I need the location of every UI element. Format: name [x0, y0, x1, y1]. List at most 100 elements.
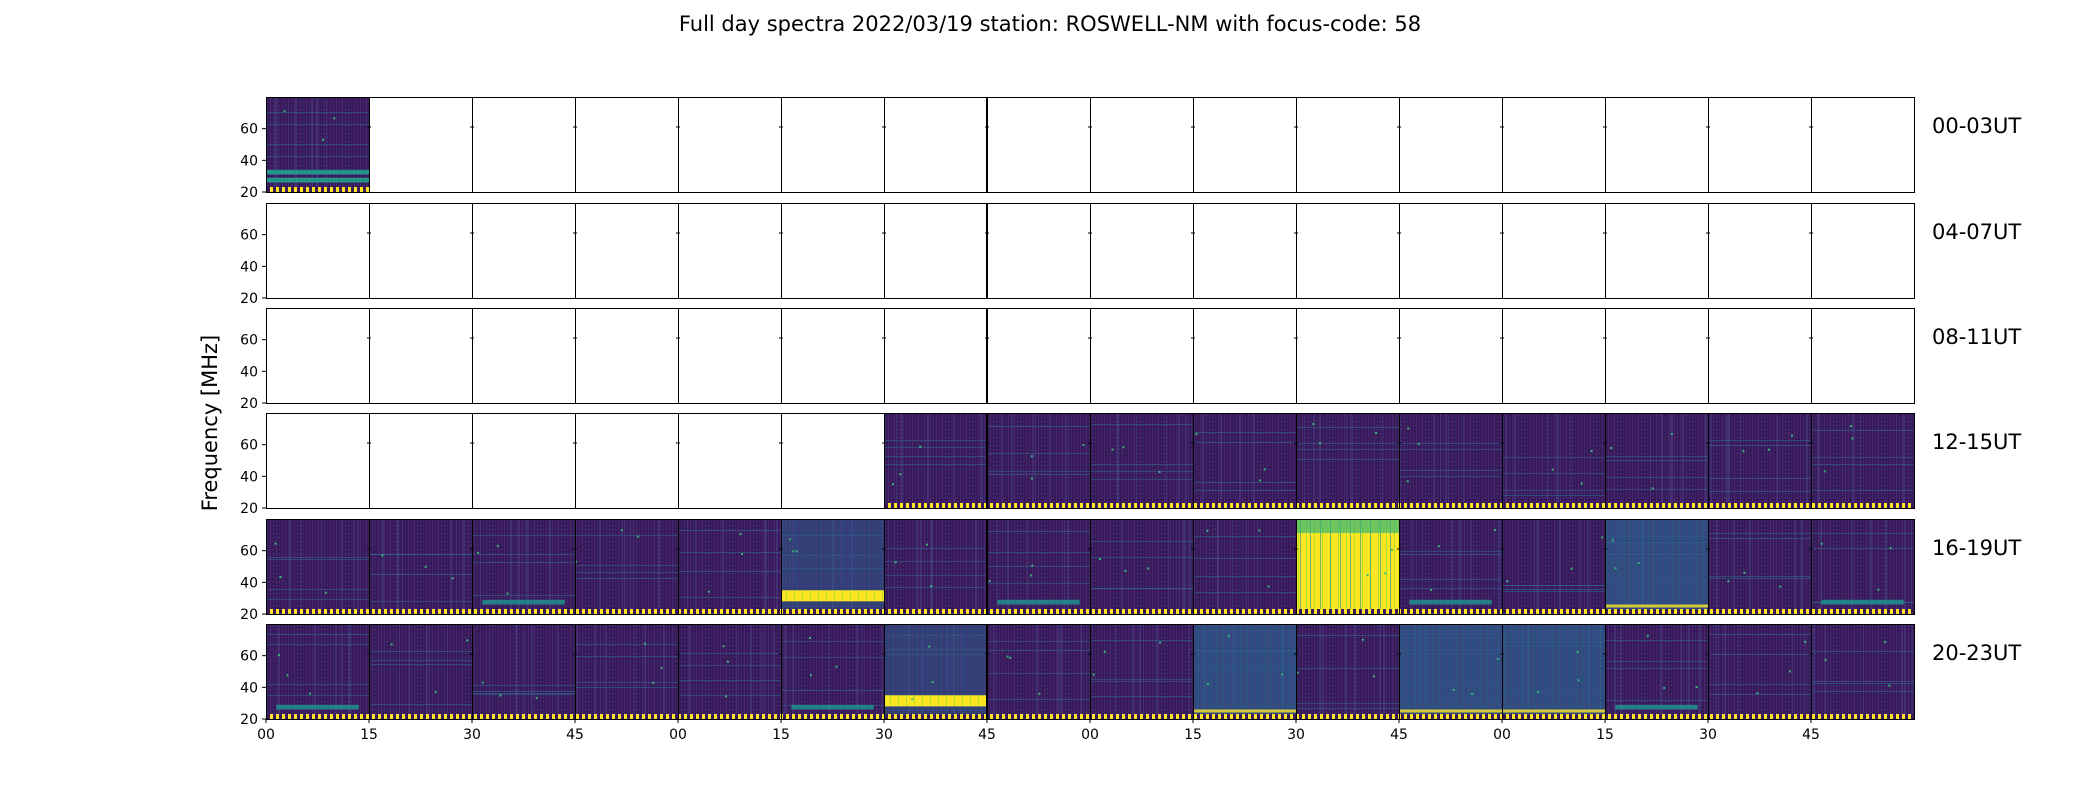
- spectrogram-baseline: [472, 714, 575, 719]
- row-00-03UT: 20 40 60 00-03UT: [240, 97, 2021, 201]
- spectrogram-line: [678, 665, 781, 666]
- spectrogram-line: [1090, 557, 1193, 558]
- spectrogram-line: [884, 456, 987, 457]
- row-12-15UT: 20 40 60 12-15UT: [240, 413, 2021, 517]
- y-tick-label: 40: [240, 153, 258, 169]
- spectrogram-baseline: [1811, 609, 1914, 614]
- spectrogram-baseline: [1708, 503, 1811, 508]
- panel-frame: [1399, 308, 1503, 404]
- spectrogram-speck: [274, 542, 277, 545]
- spectrogram-line: [1502, 490, 1605, 491]
- spectrogram-baseline: [1296, 503, 1399, 508]
- spectrogram-baseline: [1090, 609, 1193, 614]
- spectrogram-speck: [1823, 470, 1826, 473]
- spectrogram-baseline: [987, 609, 1090, 614]
- spectrogram-line: [678, 552, 781, 553]
- spectrogram-fill: [1502, 413, 1605, 508]
- spectrogram-line: [1708, 694, 1811, 695]
- spectrogram-speck: [1373, 675, 1376, 678]
- spectrogram-line: [1193, 482, 1296, 483]
- spectrogram-baseline: [1605, 714, 1708, 719]
- spectrogram-line: [266, 156, 369, 157]
- spectrogram-speck: [1612, 539, 1615, 542]
- spectrogram-speck: [1092, 673, 1095, 676]
- spectrogram-line: [1708, 445, 1811, 446]
- x-tick-label: 15: [1596, 727, 1614, 743]
- spectrogram-streak: [1451, 519, 1453, 614]
- spectrogram-baseline: [884, 714, 987, 719]
- y-tick-label: 60: [240, 649, 258, 665]
- spectrogram-streak: [1117, 413, 1119, 508]
- spectrogram-streak: [489, 624, 490, 719]
- panel: [1088, 413, 1194, 509]
- panel: [1191, 308, 1297, 404]
- spectrogram-line: [1708, 478, 1811, 479]
- spectrogram-line: [1811, 548, 1914, 549]
- spectrogram-streak: [634, 624, 635, 719]
- spectrogram-line: [472, 693, 575, 694]
- spectrogram-streak: [894, 519, 895, 614]
- spectrogram-line: [1296, 443, 1399, 444]
- panel: [573, 624, 679, 720]
- spectrogram-speck: [1111, 448, 1114, 451]
- panel: [985, 203, 1091, 299]
- spectrogram-line: [987, 641, 1090, 642]
- spectrogram-streak: [1448, 413, 1449, 508]
- panel: [676, 308, 782, 404]
- panel-frame: [472, 97, 576, 193]
- panel-frame: [1811, 308, 1915, 404]
- spectrogram-streak: [1057, 624, 1059, 719]
- panel: [470, 413, 576, 509]
- panel: [573, 203, 679, 299]
- spectrogram-streak: [515, 624, 516, 719]
- panel-frame: [1399, 203, 1503, 299]
- x-tick-label: 00: [1081, 727, 1099, 743]
- spectrogram-baseline: [1399, 609, 1502, 614]
- spectrogram-speck: [477, 551, 480, 554]
- spectrogram-speck: [1788, 670, 1791, 673]
- panel-frame: [678, 413, 782, 509]
- y-tick-label: 20: [240, 712, 258, 728]
- spectrogram-speck: [722, 645, 725, 648]
- panel: [367, 624, 473, 720]
- spectrogram-speck: [277, 654, 280, 657]
- spectrogram-line: [1708, 440, 1811, 441]
- spectrogram-fill: [266, 519, 369, 614]
- spectrogram-streak: [399, 624, 400, 719]
- spectrogram-streak: [622, 519, 623, 614]
- row-label: 00-03UT: [1932, 114, 2021, 138]
- spectrogram-speck: [1493, 529, 1496, 532]
- spectrogram-streak: [348, 624, 349, 719]
- spectrogram-speck: [726, 660, 729, 663]
- panel-frame: [575, 97, 679, 193]
- spectrogram-line: [266, 634, 369, 635]
- spectrogram-baseline: [1708, 609, 1811, 614]
- spectrogram-line: [1090, 679, 1193, 680]
- panel-frame: [575, 413, 679, 509]
- spectrogram-line: [884, 587, 987, 588]
- spectrogram-baseline: [781, 609, 884, 614]
- spectrogram-streak: [1534, 519, 1535, 614]
- chart-title: Full day spectra 2022/03/19 station: ROS…: [679, 12, 1421, 36]
- spectrogram-streak: [1445, 413, 1447, 508]
- spectrogram-baseline: [369, 609, 472, 614]
- panel: [1397, 413, 1503, 509]
- spectrogram-streak: [1471, 519, 1472, 614]
- panel: [470, 624, 576, 720]
- spectrogram-speck: [535, 696, 538, 699]
- panel: [1191, 97, 1297, 193]
- spectrogram-streak: [1904, 624, 1906, 719]
- spectrogram-speck: [1296, 671, 1299, 674]
- spectrogram-streak: [1136, 413, 1137, 508]
- spectrogram-streak: [1183, 519, 1185, 614]
- spectrogram-baseline: [987, 714, 1090, 719]
- spectrogram-line: [472, 694, 575, 695]
- panel: [779, 308, 885, 404]
- spectrogram-speck: [1361, 638, 1364, 641]
- spectrogram-streak: [1354, 624, 1356, 719]
- spectrogram-speck: [434, 690, 437, 693]
- spectrogram-speck: [1124, 569, 1127, 572]
- panel: [1294, 97, 1400, 193]
- spectrogram-speck: [1646, 634, 1649, 637]
- y-tick-label: 60: [240, 438, 258, 454]
